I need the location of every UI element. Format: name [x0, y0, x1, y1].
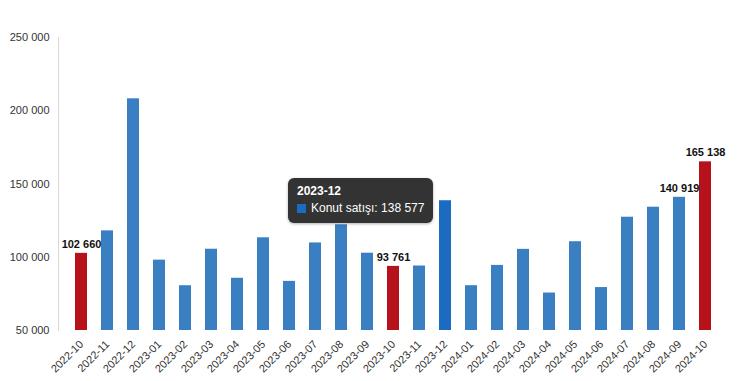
svg-text:50 000: 50 000: [16, 324, 50, 336]
svg-text:102 660: 102 660: [62, 238, 102, 250]
svg-text:2023-04: 2023-04: [204, 337, 242, 375]
svg-text:2024-08: 2024-08: [620, 337, 658, 375]
svg-text:200 000: 200 000: [10, 104, 50, 116]
svg-text:2024-07: 2024-07: [594, 337, 632, 375]
svg-text:2023-09: 2023-09: [334, 337, 372, 375]
html-text:2023-12: 2023-12: [297, 183, 341, 198]
svg-text:2023-10: 2023-10: [360, 337, 398, 375]
svg-text:2023-11: 2023-11: [386, 337, 424, 375]
svg-text:2024-01: 2024-01: [438, 337, 476, 375]
svg-text:2024-03: 2024-03: [490, 337, 528, 375]
svg-text:2024-10: 2024-10: [672, 338, 709, 375]
svg-text:140 919: 140 919: [660, 182, 700, 194]
svg-text:93 761: 93 761: [377, 251, 411, 263]
svg-text:2024-09: 2024-09: [646, 337, 684, 375]
svg-text:2024-02: 2024-02: [464, 337, 502, 375]
svg-text:2022-10: 2022-10: [48, 337, 86, 375]
svg-text:2023-01: 2023-01: [126, 337, 164, 375]
svg-text:2023-07: 2023-07: [282, 337, 320, 375]
svg-text:2023-02: 2023-02: [152, 337, 190, 375]
svg-text:150 000: 150 000: [10, 178, 50, 190]
svg-text:2024-06: 2024-06: [568, 337, 606, 375]
svg-text:2022-12: 2022-12: [100, 337, 138, 375]
svg-text:2024-05: 2024-05: [542, 337, 580, 375]
svg-text:250 000: 250 000: [10, 31, 50, 43]
svg-text:100 000: 100 000: [10, 251, 50, 263]
svg-text:2023-08: 2023-08: [308, 337, 346, 375]
html-text:Konut satışı: 138 577: Konut satışı: 138 577: [311, 200, 425, 215]
svg-text:165 138: 165 138: [686, 146, 726, 158]
svg-text:2023-06: 2023-06: [256, 337, 294, 375]
svg-text:2023-03: 2023-03: [178, 337, 216, 375]
svg-text:2023-05: 2023-05: [230, 337, 268, 375]
svg-text:2024-04: 2024-04: [516, 337, 554, 375]
svg-text:2023-12: 2023-12: [412, 337, 450, 375]
svg-text:2022-11: 2022-11: [74, 337, 112, 375]
